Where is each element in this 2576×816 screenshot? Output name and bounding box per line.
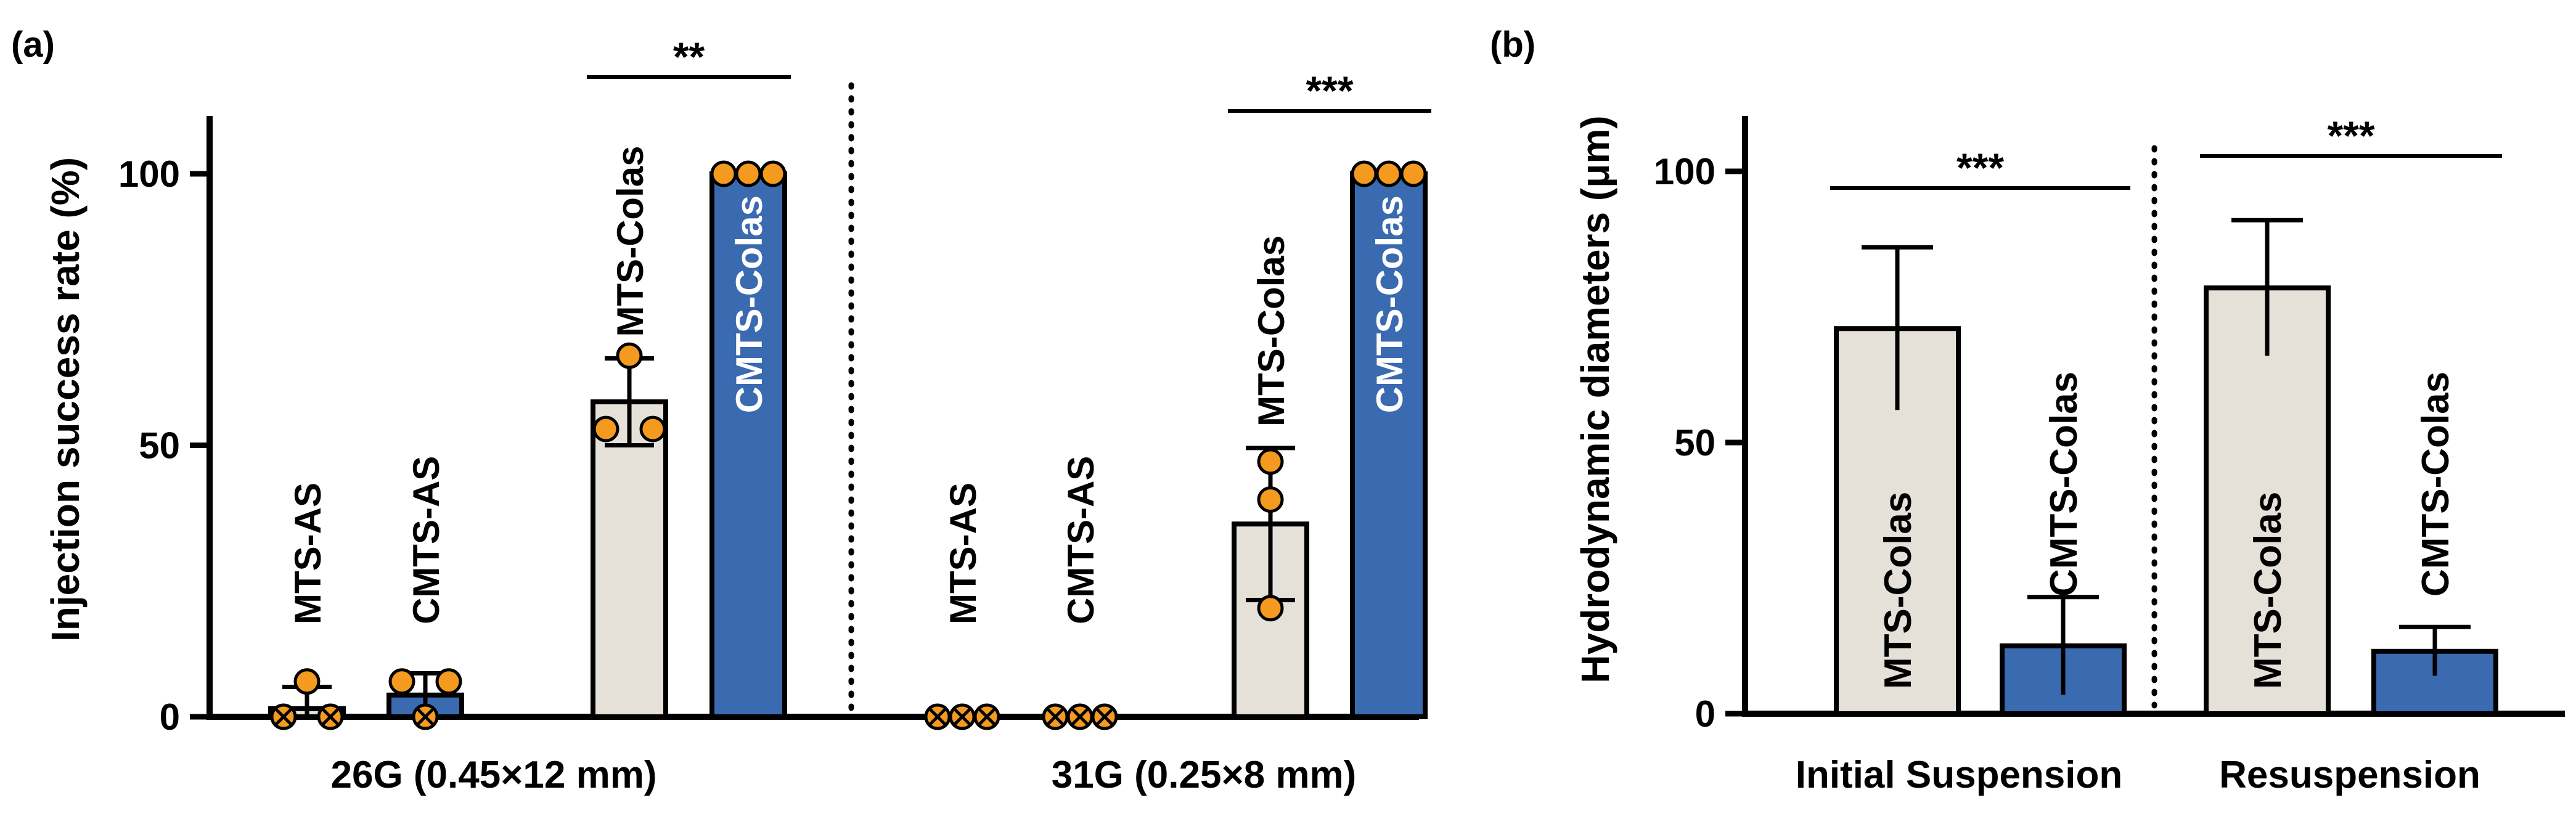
panel-b-group1-label: Initial Suspension xyxy=(1796,754,2123,796)
data-point xyxy=(1257,486,1284,513)
data-point xyxy=(759,160,787,187)
data-point-zero xyxy=(1042,703,1069,730)
data-point xyxy=(293,668,321,695)
bar-label: MTS-Colas xyxy=(1877,492,1920,689)
bar-label: MTS-Colas xyxy=(610,146,651,337)
panel-b: (b) Hydrodynamic diameters (μm) 0 50 100 M… xyxy=(1490,25,2565,796)
panel-b-label: (b) xyxy=(1490,25,1535,65)
bar xyxy=(591,399,668,720)
data-point-zero xyxy=(949,703,976,730)
data-point-zero xyxy=(270,703,297,730)
panel-a-group1-label: 26G (0.45×12 mm) xyxy=(330,754,656,796)
data-point-zero xyxy=(317,703,344,730)
data-point-zero xyxy=(973,703,1000,730)
significance-label: *** xyxy=(1957,145,2004,190)
panel-a: (a) Injection success rate (%) 0 50 100 MT… xyxy=(11,25,1431,796)
y-tick-label: 100 xyxy=(118,153,180,195)
data-point xyxy=(710,160,737,187)
significance-label: *** xyxy=(2327,113,2374,158)
y-tick-label: 0 xyxy=(160,696,180,738)
data-point-cross xyxy=(1047,708,1064,725)
data-point xyxy=(1400,160,1427,187)
data-point xyxy=(592,415,619,443)
data-point xyxy=(639,415,666,443)
bar-label: CMTS-Colas xyxy=(2414,372,2457,597)
data-point-cross xyxy=(417,708,434,725)
panel-a-group2-label: 31G (0.25×8 mm) xyxy=(1052,754,1357,796)
data-point xyxy=(1351,160,1378,187)
panel-a-label: (a) xyxy=(11,25,55,65)
y-tick-label: 50 xyxy=(1674,422,1715,463)
bar-label: MTS-Colas xyxy=(2247,492,2289,689)
bar-label: CMTS-Colas xyxy=(2043,372,2085,597)
data-point-cross xyxy=(275,708,292,725)
data-point-zero xyxy=(1066,703,1094,730)
y-tick-label: 50 xyxy=(139,425,180,467)
data-point xyxy=(735,160,762,187)
bar-label: MTS-AS xyxy=(287,483,329,624)
data-point xyxy=(388,668,415,695)
data-point-cross xyxy=(322,708,339,725)
panel-b-group2-label: Resuspension xyxy=(2219,754,2480,796)
bar-label: CMTS-Colas xyxy=(729,195,770,413)
data-point-cross xyxy=(1096,708,1113,725)
data-point xyxy=(435,668,462,695)
bar-label: CMTS-AS xyxy=(406,456,447,624)
panel-b-y-axis-label: Hydrodynamic diameters (μm) xyxy=(1573,115,1617,683)
data-point xyxy=(1375,160,1402,187)
y-tick-label: 100 xyxy=(1654,151,1715,192)
bar-label: MTS-Colas xyxy=(1251,235,1292,426)
bar xyxy=(709,171,787,719)
significance-label: *** xyxy=(1306,68,1353,113)
data-point-cross xyxy=(929,708,946,725)
significance-label: ** xyxy=(673,34,705,80)
panel-a-y-axis-label: Injection success rate (%) xyxy=(43,157,88,642)
data-point-cross xyxy=(978,708,996,725)
data-point-zero xyxy=(924,703,951,730)
data-point-zero xyxy=(1091,703,1118,730)
data-point xyxy=(1257,448,1284,475)
bar-label: MTS-AS xyxy=(942,483,984,624)
bar-label: CMTS-AS xyxy=(1060,456,1102,624)
data-point xyxy=(1257,595,1284,622)
data-point-zero xyxy=(412,703,439,730)
bar-label: CMTS-Colas xyxy=(1369,195,1410,413)
data-point-cross xyxy=(1071,708,1089,725)
data-point xyxy=(616,342,643,369)
data-point-cross xyxy=(954,708,971,725)
y-tick-label: 0 xyxy=(1695,693,1715,735)
